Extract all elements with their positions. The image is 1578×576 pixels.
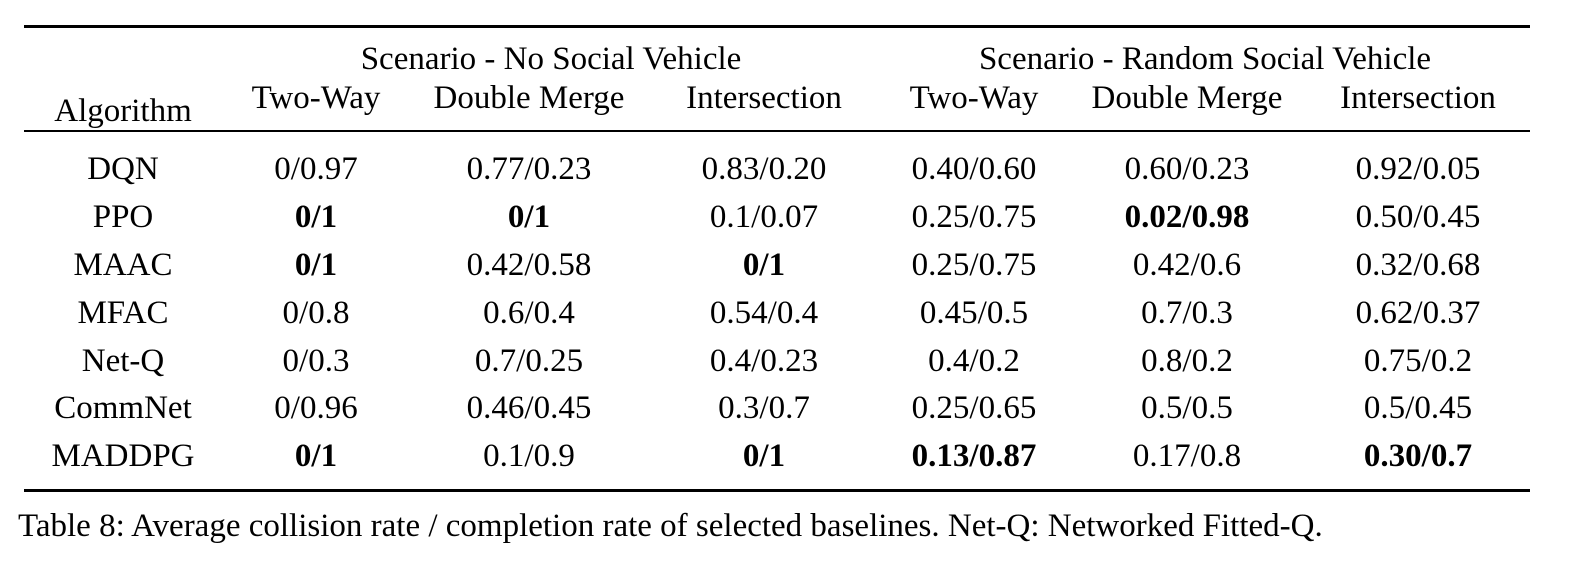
result-cell: 0/0.3	[282, 342, 350, 379]
table-row: DQN 0/0.97 0.77/0.23 0.83/0.20 0.40/0.60 0.60…	[24, 131, 1530, 194]
result-cell: 0.77/0.23	[466, 151, 592, 188]
algorithm-name-cell: MFAC	[77, 294, 169, 331]
result-cell: 0.7/0.3	[1141, 294, 1233, 331]
algorithm-name-cell: MADDPG	[51, 438, 195, 475]
result-cell: 0.4/0.2	[928, 342, 1020, 379]
algorithm-name-cell: DQN	[87, 151, 159, 188]
result-cell: 0.17/0.8	[1132, 438, 1242, 475]
result-cell: 0.25/0.65	[911, 390, 1037, 427]
result-cell: 0.1/0.07	[709, 199, 819, 236]
result-cell: 0.45/0.5	[919, 294, 1029, 331]
result-cell: 0.25/0.75	[911, 246, 1037, 283]
subheader-two-way: Two-Way	[909, 80, 1039, 116]
table-row: PPO 0/1 0/1 0.1/0.07 0.25/0.75 0.02/0.98 0.50/…	[24, 194, 1530, 242]
algorithm-name-cell: PPO	[92, 199, 154, 236]
result-cell: 0/0.97	[274, 151, 358, 188]
subheader-intersection: Intersection	[1340, 80, 1496, 116]
table-group-header-row: Algorithm Scenario - No Social Vehicle S…	[24, 26, 1530, 127]
algorithm-header: Algorithm	[54, 93, 192, 129]
table-caption: Table 8: Average collision rate / comple…	[18, 508, 1323, 544]
result-cell: 0.46/0.45	[466, 390, 592, 427]
result-cell: 0/1	[294, 438, 338, 475]
table-body: DQN 0/0.97 0.77/0.23 0.83/0.20 0.40/0.60 0.60…	[24, 131, 1530, 491]
result-cell: 0.30/0.7	[1363, 438, 1473, 475]
result-cell: 0.83/0.20	[701, 151, 827, 188]
result-cell: 0.6/0.4	[483, 294, 575, 331]
result-cell: 0.7/0.25	[474, 342, 584, 379]
result-cell: 0.8/0.2	[1141, 342, 1233, 379]
table-row: MADDPG 0/1 0.1/0.9 0/1 0.13/0.87 0.17/0.8 0.30…	[24, 433, 1530, 490]
table-row: MAAC 0/1 0.42/0.58 0/1 0.25/0.75 0.42/0.6 0.32…	[24, 242, 1530, 290]
results-table-container: Algorithm Scenario - No Social Vehicle S…	[24, 25, 1530, 492]
result-cell: 0.5/0.45	[1363, 390, 1473, 427]
table-row: Net-Q 0/0.3 0.7/0.25 0.4/0.23 0.4/0.2 0.8/0.2…	[24, 337, 1530, 385]
algorithm-name-cell: MAAC	[73, 246, 173, 283]
result-cell: 0.3/0.7	[718, 390, 810, 427]
table-subheader-row: Two-Way Double Merge Intersection Two-Wa…	[24, 78, 1530, 131]
result-cell: 0.42/0.58	[466, 246, 592, 283]
result-cell: 0.5/0.5	[1141, 390, 1233, 427]
subheader-two-way: Two-Way	[251, 80, 381, 116]
result-cell: 0.02/0.98	[1124, 199, 1250, 236]
result-cell: 0/0.8	[282, 294, 350, 331]
result-cell: 0/1	[742, 246, 786, 283]
algorithm-name-cell: CommNet	[54, 390, 192, 427]
result-cell: 0.42/0.6	[1132, 246, 1242, 283]
subheader-double-merge: Double Merge	[1091, 80, 1283, 116]
result-cell: 0/0.96	[274, 390, 358, 427]
result-cell: 0.60/0.23	[1124, 151, 1250, 188]
result-cell: 0.25/0.75	[911, 199, 1037, 236]
result-cell: 0/1	[294, 199, 338, 236]
result-cell: 0.1/0.9	[483, 438, 575, 475]
result-cell: 0.50/0.45	[1355, 199, 1481, 236]
group-header-random-social-vehicle: Scenario - Random Social Vehicle	[978, 41, 1432, 77]
result-cell: 0/1	[507, 199, 551, 236]
algorithm-name-cell: Net-Q	[81, 342, 165, 379]
result-cell: 0.54/0.4	[709, 294, 819, 331]
table-row: CommNet 0/0.96 0.46/0.45 0.3/0.7 0.25/0.65 0.…	[24, 385, 1530, 433]
results-table: Algorithm Scenario - No Social Vehicle S…	[24, 25, 1530, 492]
result-cell: 0.75/0.2	[1363, 342, 1473, 379]
result-cell: 0.40/0.60	[911, 151, 1037, 188]
result-cell: 0.92/0.05	[1355, 151, 1481, 188]
subheader-intersection: Intersection	[686, 80, 842, 116]
result-cell: 0.4/0.23	[709, 342, 819, 379]
result-cell: 0.13/0.87	[911, 438, 1037, 475]
result-cell: 0.62/0.37	[1355, 294, 1481, 331]
subheader-double-merge: Double Merge	[433, 80, 625, 116]
group-header-no-social-vehicle: Scenario - No Social Vehicle	[360, 41, 742, 77]
result-cell: 0/1	[294, 246, 338, 283]
table-row: MFAC 0/0.8 0.6/0.4 0.54/0.4 0.45/0.5 0.7/0.3 0…	[24, 289, 1530, 337]
result-cell: 0/1	[742, 438, 786, 475]
result-cell: 0.32/0.68	[1355, 246, 1481, 283]
